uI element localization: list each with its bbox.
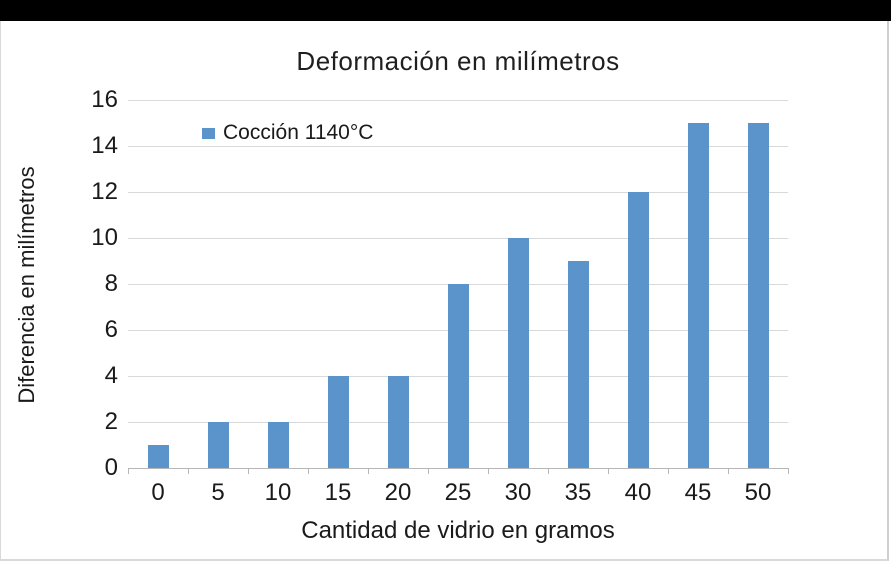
x-tick-label: 45 — [684, 479, 712, 506]
gridline — [128, 238, 788, 239]
legend: Cocción 1140°C — [202, 121, 373, 145]
y-tick-label: 0 — [104, 454, 118, 481]
axis-tick — [668, 469, 669, 474]
gridline — [128, 192, 788, 193]
y-tick-label: 6 — [104, 316, 118, 343]
axis-tick — [368, 469, 369, 474]
plot-area — [128, 100, 789, 474]
bar-40 — [627, 192, 649, 468]
bar-20 — [387, 376, 409, 468]
x-tick-label: 5 — [211, 479, 225, 506]
y-tick-label: 10 — [91, 224, 118, 251]
axis-tick — [188, 469, 189, 474]
x-tick-label: 35 — [564, 479, 592, 506]
x-tick-label: 0 — [151, 479, 165, 506]
bar-50 — [747, 123, 769, 468]
top-black-bar — [0, 0, 891, 21]
legend-swatch-icon — [202, 127, 215, 139]
x-tick-label: 50 — [744, 479, 772, 506]
bar-10 — [267, 422, 289, 468]
axis-tick — [308, 469, 309, 474]
axis-tick — [248, 469, 249, 474]
y-tick-label: 14 — [91, 132, 118, 159]
x-tick-label: 40 — [624, 479, 652, 506]
bar-30 — [507, 238, 529, 468]
y-tick-label: 12 — [91, 178, 118, 205]
x-axis-line — [128, 468, 789, 469]
bar-25 — [447, 284, 469, 468]
chart-frame — [0, 21, 889, 561]
x-tick-label: 20 — [384, 479, 412, 506]
x-axis-title: Cantidad de vidrio en gramos — [301, 517, 615, 544]
y-tick-label: 8 — [104, 270, 118, 297]
gridline — [128, 146, 788, 147]
axis-tick — [788, 469, 789, 474]
y-tick-label: 2 — [104, 408, 118, 435]
x-tick-label: 10 — [264, 479, 292, 506]
axis-tick — [728, 469, 729, 474]
bar-35 — [567, 261, 589, 468]
x-tick-label: 30 — [504, 479, 532, 506]
bar-5 — [207, 422, 229, 468]
y-axis-title: Diferencia en milímetros — [14, 166, 39, 404]
axis-tick — [608, 469, 609, 474]
x-tick-label: 15 — [324, 479, 352, 506]
chart-title: Deformación en milímetros — [296, 46, 620, 76]
legend-label: Cocción 1140°C — [223, 121, 374, 144]
bar-0 — [147, 445, 169, 468]
y-tick-label: 16 — [91, 86, 118, 113]
axis-tick — [488, 469, 489, 474]
x-tick-label: 25 — [444, 479, 472, 506]
bar-15 — [327, 376, 349, 468]
axis-tick — [128, 469, 129, 474]
axis-tick — [548, 469, 549, 474]
gridline — [128, 100, 788, 101]
y-tick-label: 4 — [104, 362, 118, 389]
bar-45 — [687, 123, 709, 468]
axis-tick — [428, 469, 429, 474]
